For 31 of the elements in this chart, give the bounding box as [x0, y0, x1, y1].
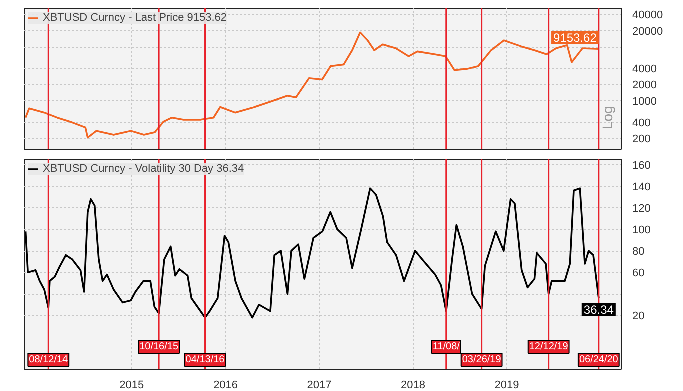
annotation: Log — [600, 106, 616, 130]
y-tick-label: 4000 — [632, 63, 657, 76]
y-tick-label: 2000 — [632, 80, 657, 92]
y-tick-label: 60 — [632, 268, 645, 280]
y-tick-label: 120 — [632, 202, 651, 215]
x-tick-label: 2015 — [120, 380, 144, 391]
y-tick-label: 20000 — [632, 26, 664, 38]
y-tick-label: 160 — [632, 160, 651, 172]
y-tick-label: 80 — [632, 246, 645, 258]
x-tick-label: 2016 — [214, 380, 238, 391]
y-tick-label: 400 — [632, 117, 651, 130]
ref-line-label: 06/24/20 — [579, 354, 619, 366]
ref-line-label: 03/26/19 — [462, 354, 502, 366]
ref-line-label: 10/16/15 — [140, 342, 179, 352]
legend-label: XBTUSD Curncy - Last Price 9153.62 — [43, 12, 228, 24]
x-tick-label: 2019 — [494, 380, 520, 391]
ref-line-label: 12/12/19 — [529, 342, 569, 352]
y-tick-label: 1000 — [632, 96, 657, 108]
x-tick-label: 2018 — [401, 380, 426, 391]
y-tick-label: 20 — [632, 310, 645, 323]
legend-label: XBTUSD Curncy - Volatility 30 Day 36.34 — [43, 163, 244, 175]
ref-line-label: 04/13/16 — [186, 354, 226, 366]
y-tick-label: 200 — [632, 134, 651, 146]
y-tick-label: 140 — [632, 181, 651, 194]
annotation: 36.34 — [584, 303, 614, 318]
y-tick-label: 100 — [632, 224, 651, 236]
ref-line-label: 08/12/14 — [29, 354, 69, 366]
y-tick-label: 40000 — [632, 10, 664, 22]
ref-line-label: 11/08/ — [432, 342, 460, 352]
x-tick-label: 2017 — [307, 380, 332, 391]
annotation: 9153.62 — [554, 31, 598, 46]
